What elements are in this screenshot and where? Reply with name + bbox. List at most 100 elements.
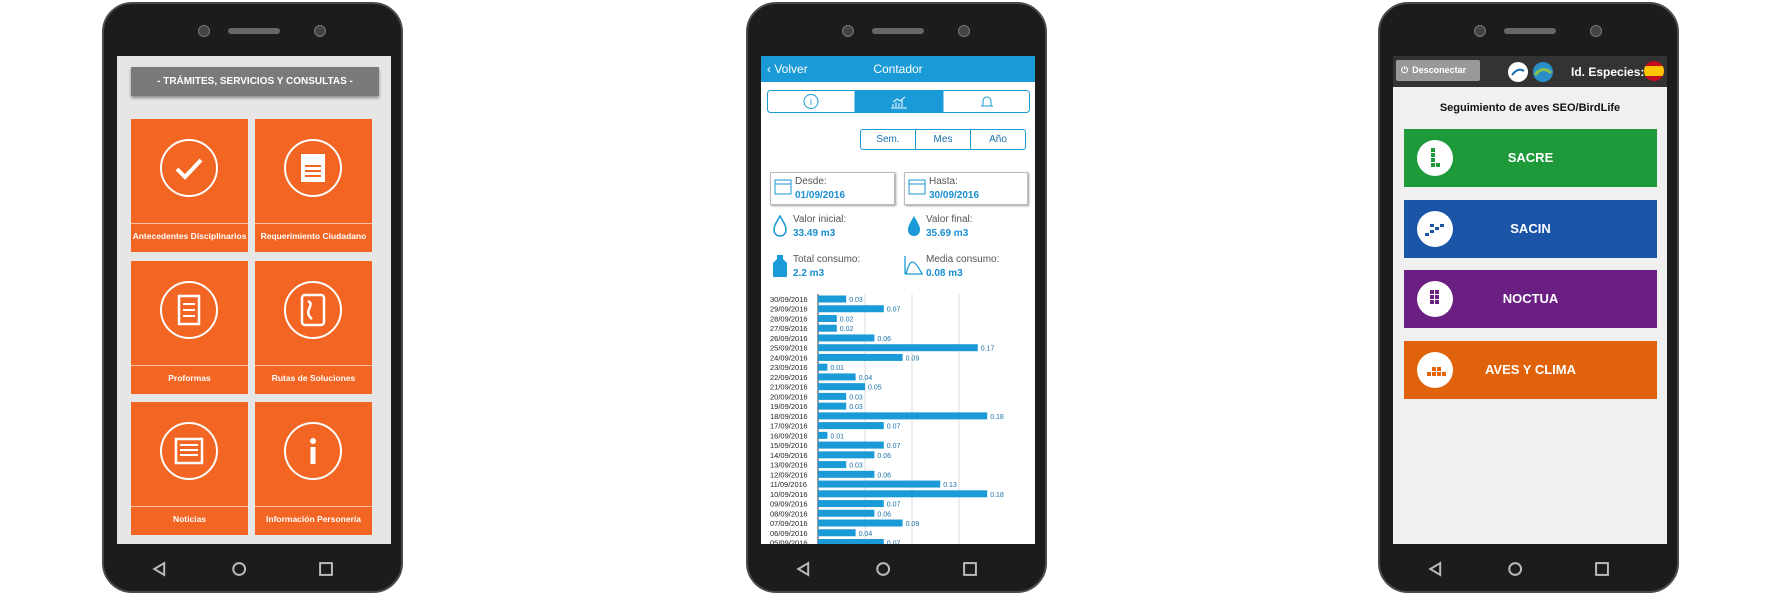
section-header: - TRÁMITES, SERVICIOS Y CONSULTAS - — [131, 67, 379, 96]
logout-label: Desconectar — [1412, 65, 1467, 75]
date-label: 12/09/2016 — [770, 470, 808, 479]
flag-spain[interactable] — [1644, 61, 1664, 81]
bar — [818, 539, 884, 544]
date-from[interactable]: Desde: 01/09/2016 — [770, 172, 895, 205]
stat-value: 35.69 m3 — [926, 228, 969, 239]
value-label: 0.09 — [906, 521, 920, 528]
button-label: NOCTUA — [1502, 291, 1559, 306]
value: 01/09/2016 — [795, 190, 846, 201]
menu-tile[interactable]: Antecedentes Disciplinarios — [131, 119, 248, 252]
bar — [818, 500, 884, 508]
drop-icon — [908, 216, 920, 236]
tab-bar[interactable]: i — [767, 90, 1030, 113]
button-label: SACIN — [1510, 220, 1551, 236]
menu-tile[interactable]: Información Personería — [255, 402, 372, 535]
value-label: 0.18 — [990, 492, 1004, 499]
species-label: Id. Especies: — [1571, 65, 1645, 79]
value-label: 0.02 — [840, 326, 854, 333]
back-button[interactable]: ‹ Volver — [767, 62, 808, 76]
bar — [818, 480, 941, 488]
tile-label: Antecedentes Disciplinarios — [131, 223, 248, 241]
screen: - TRÁMITES, SERVICIOS Y CONSULTAS - Ante… — [117, 56, 391, 544]
date-label: 22/09/2016 — [770, 373, 808, 382]
date-label: 24/09/2016 — [770, 353, 808, 362]
tile-label: Rutas de Soluciones — [255, 365, 372, 383]
curve-icon — [904, 256, 923, 275]
button-icon — [1417, 140, 1453, 176]
phone: ‹ Volver Contador i Sem. Mes Año Desde: 0… — [746, 2, 1047, 593]
species-button[interactable]: NOCTUA — [1404, 270, 1657, 328]
date-to[interactable]: Hasta: 30/09/2016 — [904, 172, 1028, 205]
period-option[interactable]: Sem. — [861, 130, 916, 149]
menu-tile[interactable]: Noticias — [131, 402, 248, 535]
label: Hasta: — [929, 176, 958, 187]
button-icon — [1417, 281, 1453, 317]
species-button[interactable]: AVES Y CLIMA — [1404, 340, 1657, 399]
value-label: 0.07 — [887, 502, 901, 509]
value-label: 0.07 — [887, 424, 901, 431]
value-label: 0.06 — [877, 472, 891, 479]
svg-text:i: i — [810, 97, 812, 107]
drop-icon — [773, 215, 787, 237]
value-label: 0.09 — [906, 355, 920, 362]
date-label: 15/09/2016 — [770, 441, 808, 450]
phone: ⏻ Desconectar Id. Especies: Seguimiento d… — [1378, 2, 1679, 593]
bar — [818, 470, 875, 478]
bottle-icon — [773, 255, 787, 277]
date-label: 28/09/2016 — [770, 314, 808, 323]
bar — [818, 490, 988, 498]
date-label: 06/09/2016 — [770, 529, 808, 538]
value-label: 0.04 — [859, 375, 873, 382]
species-button[interactable]: SACRE — [1404, 129, 1657, 187]
stat-value: 33.49 m3 — [793, 228, 836, 239]
icon — [284, 139, 342, 197]
date-label: 29/09/2016 — [770, 305, 808, 314]
bar — [818, 305, 884, 313]
menu-tile[interactable]: Proformas — [131, 261, 248, 394]
camera — [842, 25, 854, 37]
date-label: 27/09/2016 — [770, 324, 808, 333]
camera — [1474, 25, 1486, 37]
icon — [160, 281, 218, 339]
date-label: 09/09/2016 — [770, 500, 808, 509]
value-label: 0.03 — [849, 297, 863, 304]
menu-tile[interactable]: Rutas de Soluciones — [255, 261, 372, 394]
bar — [818, 363, 828, 371]
date-label: 07/09/2016 — [770, 519, 808, 528]
value-label: 0.03 — [849, 404, 863, 411]
period-option[interactable]: Año — [989, 134, 1007, 145]
value-label: 0.03 — [849, 394, 863, 401]
period-option[interactable]: Mes — [916, 130, 971, 149]
screen-title: Seguimiento de aves SEO/BirdLife — [1439, 102, 1621, 114]
bar — [818, 373, 856, 381]
value-label: 0.18 — [990, 414, 1004, 421]
date-label: 23/09/2016 — [770, 363, 808, 372]
stat-label: Valor inicial: — [793, 214, 847, 225]
logout-button[interactable]: ⏻ Desconectar — [1396, 60, 1480, 81]
button-icon — [1417, 210, 1453, 247]
bar — [818, 353, 903, 361]
bar — [818, 441, 884, 449]
tile-label: Noticias — [131, 506, 248, 524]
menu-tile[interactable]: Requerimiento Ciudadano — [255, 119, 372, 252]
camera — [198, 25, 210, 37]
app-bar: ‹ Volver Contador — [761, 56, 1035, 82]
species-button[interactable]: SACIN — [1404, 199, 1657, 258]
bar — [818, 324, 837, 332]
calendar-icon — [908, 179, 926, 195]
back-label: Volver — [774, 62, 808, 76]
label: Desde: — [795, 176, 827, 187]
value: 30/09/2016 — [929, 190, 980, 201]
speaker — [872, 28, 924, 34]
icon — [160, 139, 218, 197]
value-label: 0.06 — [877, 336, 891, 343]
button-label: AVES Y CLIMA — [1484, 361, 1577, 377]
button-label: SACRE — [1507, 150, 1554, 165]
value-label: 0.02 — [840, 316, 854, 323]
icon — [284, 281, 342, 339]
date-label: 26/09/2016 — [770, 334, 808, 343]
date-label: 21/09/2016 — [770, 383, 808, 392]
tile-label: Información Personería — [255, 506, 372, 524]
stat-value: 2.2 m3 — [793, 268, 825, 279]
